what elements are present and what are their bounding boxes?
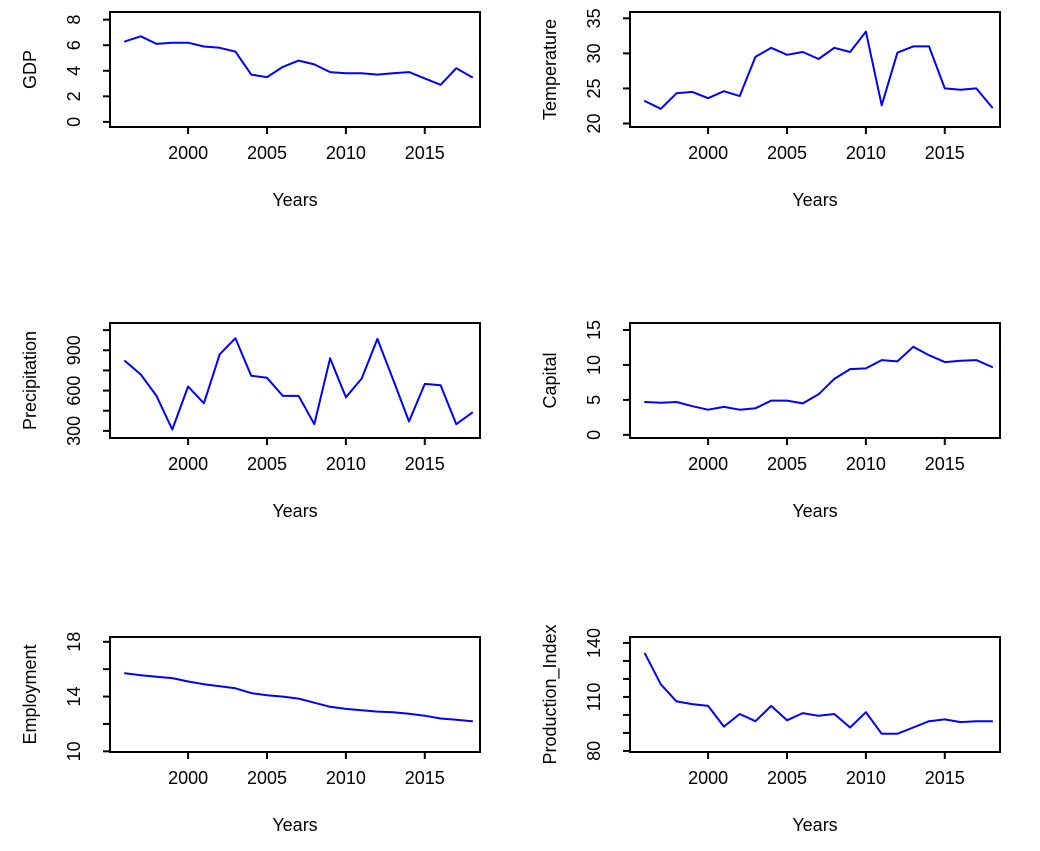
employment-plot-area: 2000 2005 2010 2015 10 14 18 [64,632,481,788]
temperature-x-tick-label: 2015 [925,143,965,163]
production_index-x-tick-label: 2005 [767,768,807,788]
capital-y-axis-title: Capital [540,352,560,408]
gdp-y-tick-label: 4 [64,66,84,76]
capital-chart: 2000 2005 2010 2015 0 5 10 15 Capital Years [540,320,1001,521]
capital-x-tick-label: 2000 [688,454,728,474]
precipitation-x-tick-label: 2000 [168,454,208,474]
employment-y-tick-label: 14 [64,687,84,707]
gdp-x-tick-label: 2015 [405,143,445,163]
production-index-plot-area: 2000 2005 2010 2015 80 110 140 [584,628,1001,788]
precipitation-x-tick-label: 2005 [247,454,287,474]
employment-x-tick-label: 2005 [247,768,287,788]
employment-data-line [124,672,474,723]
gdp-plot-area: 2000 2005 2010 2015 0 2 4 6 8 [64,11,481,163]
temperature-y-axis-title: Temperature [540,19,560,120]
gdp-y-axis-title: GDP [20,50,40,89]
gdp-y-tick-label: 6 [64,40,84,50]
temperature-chart: 2000 2005 2010 2015 20 25 30 35 Temperature Yea… [540,8,1001,210]
capital-y-tick-label: 5 [584,395,604,405]
panel-employment: 2000 2005 2010 2015 10 14 18 Employment Years [0,625,520,851]
panel-temperature: 2000 2005 2010 2015 20 25 30 35 Temperature Yea… [520,0,1040,230]
capital-plot-box [629,322,1001,439]
capital-x-tick-label: 2015 [925,454,965,474]
gdp-chart: 2000 2005 2010 2015 0 2 4 6 8 GDP Years [20,11,481,210]
capital-x-axis-title: Years [792,501,837,521]
gdp-x-tick-label: 2005 [247,143,287,163]
temperature-y-tick-label: 20 [584,113,604,133]
precipitation-y-tick-label: 300 [64,416,84,446]
precipitation-x-tick-label: 2010 [326,454,366,474]
gdp-plot-box [109,11,481,128]
production-index-chart: 2000 2005 2010 2015 80 110 140 Production_Inde… [540,625,1001,835]
panel-gdp: 2000 2005 2010 2015 0 2 4 6 8 GDP Years [0,0,520,230]
temperature-x-axis-title: Years [792,190,837,210]
gdp-x-axis-title: Years [272,190,317,210]
production_index-plot-box [629,636,1001,753]
temperature-plot-area: 2000 2005 2010 2015 20 25 30 35 [584,8,1001,163]
employment-x-tick-label: 2010 [326,768,366,788]
employment-x-tick-label: 2000 [168,768,208,788]
production_index-x-tick-label: 2010 [846,768,886,788]
precipitation-y-tick-label: 600 [64,376,84,406]
temperature-y-tick-label: 35 [584,8,604,28]
temperature-x-tick-label: 2005 [767,143,807,163]
temperature-plot-box [629,11,1001,128]
capital-y-tick-label: 0 [584,430,604,440]
precipitation-data-line [124,337,474,431]
production_index-x-tick-label: 2015 [925,768,965,788]
panel-production-index: 2000 2005 2010 2015 80 110 140 Production_Inde… [520,625,1040,851]
production-index-y-axis-title: Production_Index [540,625,561,765]
employment-y-tick-label: 10 [64,741,84,761]
employment-y-axis-title: Employment [20,644,40,744]
production_index-x-tick-label: 2000 [688,768,728,788]
production_index-y-tick-label: 110 [584,683,604,712]
capital-y-tick-label: 15 [584,320,604,340]
capital-plot-area: 2000 2005 2010 2015 0 5 10 15 [584,320,1001,474]
gdp-y-tick-label: 2 [64,91,84,101]
temperature-x-tick-label: 2010 [846,143,886,163]
temperature-x-tick-label: 2000 [688,143,728,163]
production-index-x-axis-title: Years [792,815,837,835]
precipitation-y-tick-label: 900 [64,335,84,365]
capital-data-line [644,345,994,411]
employment-x-tick-label: 2015 [405,768,445,788]
gdp-x-tick-label: 2010 [326,143,366,163]
temperature-y-tick-label: 30 [584,43,604,63]
capital-x-tick-label: 2005 [767,454,807,474]
gdp-y-tick-label: 8 [64,15,84,25]
panel-precipitation: 2000 2005 2010 2015 300 600 900 Precipitation … [0,311,520,541]
employment-chart: 2000 2005 2010 2015 10 14 18 Employment Years [20,632,481,835]
precipitation-x-tick-label: 2015 [405,454,445,474]
production_index-y-tick-label: 140 [584,628,604,658]
production_index-data-line [644,652,994,735]
gdp-x-tick-label: 2000 [168,143,208,163]
precipitation-y-axis-title: Precipitation [20,331,40,430]
precipitation-x-axis-title: Years [272,501,317,521]
employment-y-tick-label: 18 [64,632,84,652]
employment-plot-box [109,636,481,753]
precipitation-plot-box [109,322,481,439]
gdp-y-tick-label: 0 [64,117,84,127]
capital-x-tick-label: 2010 [846,454,886,474]
production_index-y-tick-label: 80 [584,741,604,761]
panel-capital: 2000 2005 2010 2015 0 5 10 15 Capital Years [520,311,1040,541]
temperature-data-line [644,30,994,110]
employment-x-axis-title: Years [272,815,317,835]
precipitation-plot-area: 2000 2005 2010 2015 300 600 900 [64,322,481,474]
gdp-data-line [124,35,474,86]
capital-y-tick-label: 10 [584,355,604,375]
temperature-y-tick-label: 25 [584,78,604,98]
